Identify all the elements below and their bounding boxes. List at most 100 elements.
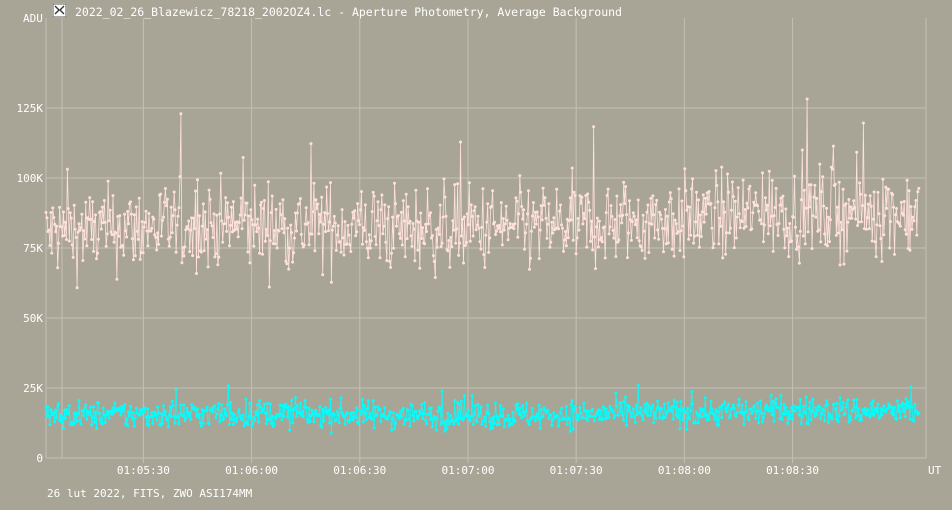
- data-point: [312, 420, 316, 424]
- data-point: [806, 230, 810, 234]
- data-point: [640, 249, 644, 252]
- data-point: [343, 422, 347, 426]
- data-point: [814, 406, 818, 410]
- data-point: [89, 217, 93, 221]
- data-point: [254, 223, 258, 227]
- data-point: [605, 194, 609, 197]
- data-point: [586, 418, 590, 422]
- data-point: [820, 412, 824, 416]
- data-point: [163, 410, 167, 413]
- data-point: [285, 262, 289, 266]
- data-point: [653, 236, 657, 240]
- data-point: [108, 208, 112, 212]
- window-title: 2022_02_26_Blazewicz_78218_2002OZ4.lc - …: [75, 5, 622, 19]
- data-point: [784, 207, 788, 211]
- data-point: [395, 224, 398, 228]
- data-point: [232, 413, 236, 417]
- data-point: [731, 195, 735, 199]
- data-point: [235, 416, 239, 420]
- data-point: [435, 245, 439, 249]
- data-point: [374, 243, 378, 247]
- data-point: [647, 251, 651, 254]
- data-point: [265, 234, 269, 237]
- data-point: [271, 424, 275, 428]
- data-point: [201, 202, 205, 206]
- data-point: [169, 414, 173, 418]
- data-point: [248, 261, 252, 265]
- data-point: [625, 423, 629, 427]
- data-point: [491, 189, 495, 193]
- data-point: [630, 220, 634, 224]
- data-point: [852, 199, 856, 203]
- data-point: [417, 220, 421, 224]
- data-point: [410, 244, 414, 248]
- data-point: [771, 249, 775, 253]
- data-point: [826, 244, 829, 248]
- data-point: [56, 266, 60, 270]
- data-point: [316, 202, 320, 206]
- data-point: [558, 209, 562, 213]
- data-point: [382, 414, 386, 418]
- data-point: [562, 249, 565, 253]
- y-tick-labels: 0 25K 50K 75K 100K 125K: [17, 102, 44, 465]
- data-point: [907, 189, 911, 193]
- data-point: [63, 416, 67, 420]
- data-point: [881, 177, 885, 181]
- data-point: [419, 211, 423, 215]
- data-point: [83, 237, 87, 241]
- data-point: [636, 383, 640, 387]
- data-point: [837, 180, 841, 184]
- data-point: [81, 259, 85, 262]
- data-point: [594, 267, 597, 271]
- data-point: [825, 206, 829, 210]
- data-point: [368, 246, 372, 250]
- data-point: [487, 250, 491, 254]
- data-point: [840, 406, 844, 410]
- data-point: [320, 195, 324, 199]
- data-point: [788, 222, 792, 225]
- data-point: [691, 177, 695, 181]
- data-point: [390, 428, 394, 432]
- data-point: [702, 414, 706, 418]
- data-point: [639, 406, 643, 410]
- data-point: [877, 212, 881, 216]
- data-point: [406, 408, 410, 412]
- data-point: [76, 412, 80, 416]
- data-point: [300, 410, 304, 414]
- data-point: [891, 193, 895, 197]
- data-point: [662, 402, 666, 406]
- data-point: [320, 425, 324, 429]
- data-point: [558, 418, 562, 422]
- data-point: [429, 417, 432, 421]
- data-point: [321, 273, 325, 277]
- data-point: [658, 416, 662, 419]
- data-point: [160, 412, 163, 416]
- data-point: [443, 195, 447, 199]
- data-point: [693, 234, 696, 238]
- data-point: [691, 402, 695, 406]
- data-point: [329, 431, 333, 435]
- data-point: [654, 417, 658, 420]
- data-point: [418, 409, 422, 413]
- data-point: [76, 230, 80, 234]
- data-point: [537, 403, 541, 407]
- data-point: [318, 405, 322, 408]
- data-point: [185, 406, 189, 410]
- data-point: [910, 405, 914, 409]
- data-point: [551, 418, 555, 422]
- data-point: [895, 399, 899, 403]
- data-point: [62, 210, 65, 214]
- data-point: [105, 232, 109, 236]
- data-point: [732, 406, 736, 410]
- data-point: [295, 211, 299, 215]
- data-point: [901, 213, 905, 217]
- data-point: [176, 214, 180, 218]
- data-point: [475, 420, 479, 424]
- data-point: [805, 97, 809, 101]
- data-point: [804, 395, 808, 399]
- data-point: [596, 245, 600, 249]
- data-point: [762, 411, 766, 415]
- data-point: [627, 231, 630, 235]
- data-point: [226, 201, 229, 205]
- data-point: [225, 414, 229, 418]
